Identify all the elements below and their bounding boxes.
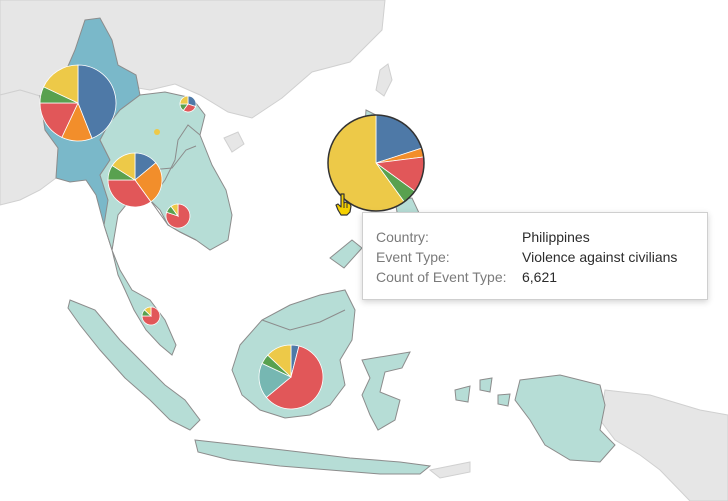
pie-slice[interactable] bbox=[267, 344, 292, 378]
pie-layer bbox=[39, 64, 425, 410]
tooltip-label: Event Type: bbox=[376, 249, 450, 265]
tooltip-value: Violence against civilians bbox=[522, 249, 678, 265]
pie-cambodia[interactable] bbox=[165, 203, 191, 229]
pie-slice[interactable] bbox=[170, 203, 179, 218]
papua-region[interactable] bbox=[514, 374, 616, 463]
pie-slice[interactable] bbox=[265, 345, 324, 410]
tooltip-label: Count of Event Type: bbox=[376, 269, 507, 285]
pie-laos[interactable] bbox=[154, 129, 160, 135]
pie-slice[interactable] bbox=[111, 152, 136, 181]
pie-myanmar[interactable] bbox=[39, 64, 117, 142]
pie-slice[interactable] bbox=[107, 179, 152, 208]
tooltip-label: Country: bbox=[376, 229, 429, 245]
pie-thailand[interactable] bbox=[107, 152, 163, 208]
tooltip: Country: Philippines Event Type: Violenc… bbox=[362, 212, 708, 300]
pie-slice[interactable] bbox=[141, 306, 161, 326]
pie-philippines[interactable] bbox=[327, 114, 425, 212]
sumatra-region[interactable] bbox=[67, 299, 201, 431]
pie-slice[interactable] bbox=[154, 129, 160, 135]
pie-slice[interactable] bbox=[179, 95, 189, 105]
pie-vietnam[interactable] bbox=[179, 95, 197, 113]
tooltip-value: 6,621 bbox=[522, 269, 558, 285]
malaysia-peninsula-region[interactable] bbox=[111, 249, 177, 356]
pie-slice[interactable] bbox=[143, 306, 152, 317]
pie-indonesia[interactable] bbox=[258, 344, 324, 410]
hand-cursor-icon bbox=[335, 193, 352, 216]
tooltip-row-count: Count of Event Type: 6,621 bbox=[376, 267, 701, 287]
pie-slice[interactable] bbox=[134, 162, 163, 203]
pie-slice[interactable] bbox=[77, 64, 117, 139]
tooltip-value: Philippines bbox=[522, 229, 590, 245]
java-region[interactable] bbox=[194, 439, 432, 475]
pie-slice[interactable] bbox=[43, 64, 79, 104]
sulawesi-region[interactable] bbox=[361, 351, 411, 431]
tooltip-row-country: Country: Philippines bbox=[376, 227, 701, 247]
tooltip-row-event-type: Event Type: Violence against civilians bbox=[376, 247, 701, 267]
pie-malaysia[interactable] bbox=[141, 306, 161, 326]
pie-slice[interactable] bbox=[39, 102, 79, 138]
indochina-region[interactable] bbox=[99, 91, 233, 251]
pie-selection-outline bbox=[327, 114, 425, 212]
